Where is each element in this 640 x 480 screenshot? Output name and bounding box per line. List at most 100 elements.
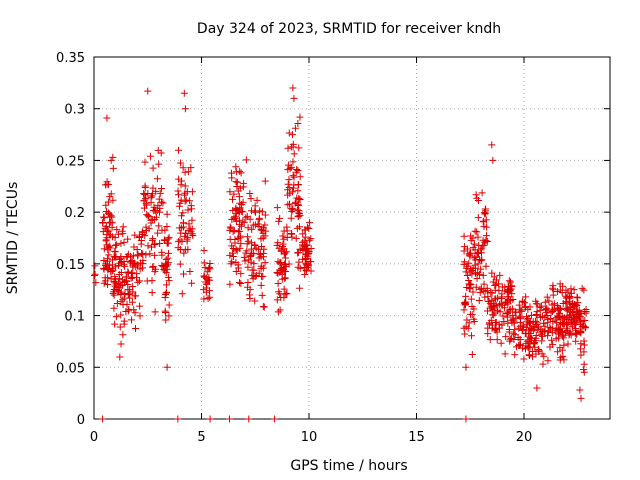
data-point (143, 201, 151, 209)
data-point (276, 268, 284, 276)
data-point (549, 286, 557, 294)
data-point (531, 337, 539, 345)
data-point (141, 232, 149, 240)
data-point (493, 328, 501, 336)
data-point (282, 248, 290, 256)
data-point (281, 274, 289, 282)
data-point (273, 296, 281, 304)
data-point (113, 241, 121, 249)
data-point (114, 230, 122, 238)
plot-frame (93, 56, 611, 420)
data-point (103, 178, 111, 186)
data-point (500, 304, 508, 312)
data-point (470, 240, 478, 248)
data-point (285, 200, 293, 208)
data-point (580, 366, 588, 374)
x-tick-label: 10 (301, 430, 318, 445)
data-point (546, 343, 554, 351)
data-point (200, 247, 208, 255)
data-point (290, 150, 298, 158)
data-point (155, 222, 163, 230)
data-point (295, 258, 303, 266)
data-point (186, 268, 194, 276)
data-point (302, 254, 310, 262)
data-point (114, 288, 122, 296)
data-point (461, 243, 469, 251)
data-point (251, 221, 259, 229)
data-point (470, 305, 478, 313)
data-point (296, 264, 304, 272)
data-point (128, 269, 136, 277)
data-point (568, 300, 576, 308)
data-point (511, 326, 519, 334)
data-point (229, 252, 237, 260)
data-point (258, 242, 266, 250)
x-tick-label: 15 (408, 430, 425, 445)
data-point (556, 313, 564, 321)
data-point (515, 341, 523, 349)
data-point (290, 173, 298, 181)
data-point (492, 325, 500, 333)
data-point (156, 189, 164, 197)
data-point (162, 316, 170, 324)
data-point (465, 259, 473, 267)
data-point (238, 207, 246, 215)
data-point (154, 201, 162, 209)
data-point (563, 298, 571, 306)
data-point (174, 187, 182, 195)
data-point (484, 330, 492, 338)
data-point (299, 238, 307, 246)
data-point (511, 308, 519, 316)
data-point (481, 238, 489, 246)
data-point (119, 331, 127, 339)
data-point (237, 270, 245, 278)
data-point (301, 270, 309, 278)
data-point (578, 285, 586, 293)
data-point (518, 326, 526, 334)
data-point (251, 208, 259, 216)
data-point (468, 311, 476, 319)
data-point (162, 281, 170, 289)
data-point (189, 231, 197, 239)
data-point (277, 265, 285, 273)
data-point (111, 320, 119, 328)
data-point (116, 353, 124, 361)
data-point (109, 196, 117, 204)
data-point (188, 279, 196, 287)
data-point (522, 330, 530, 338)
data-point (128, 316, 136, 324)
data-point (580, 348, 588, 356)
data-point (474, 233, 482, 241)
data-point (110, 277, 118, 285)
data-point (165, 277, 173, 285)
data-point (165, 234, 173, 242)
data-point (519, 297, 527, 305)
data-point (107, 156, 115, 164)
data-point (493, 336, 501, 344)
data-point (113, 226, 121, 234)
data-point (504, 319, 512, 327)
data-point (232, 178, 240, 186)
data-point (243, 212, 251, 220)
data-point (567, 331, 575, 339)
data-point (240, 253, 248, 261)
data-point (492, 276, 500, 284)
data-point (236, 227, 244, 235)
data-point (104, 243, 112, 251)
data-point (489, 156, 497, 164)
data-point (147, 243, 155, 251)
data-point (116, 259, 124, 267)
data-point (531, 317, 539, 325)
data-point (181, 182, 189, 190)
data-point (104, 226, 112, 234)
data-point (134, 278, 142, 286)
data-point (117, 239, 125, 247)
data-point (231, 239, 239, 247)
data-point (180, 249, 188, 257)
data-point (139, 260, 147, 268)
data-point (305, 225, 313, 233)
data-point (234, 187, 242, 195)
data-point (247, 245, 255, 253)
data-point (295, 194, 303, 202)
